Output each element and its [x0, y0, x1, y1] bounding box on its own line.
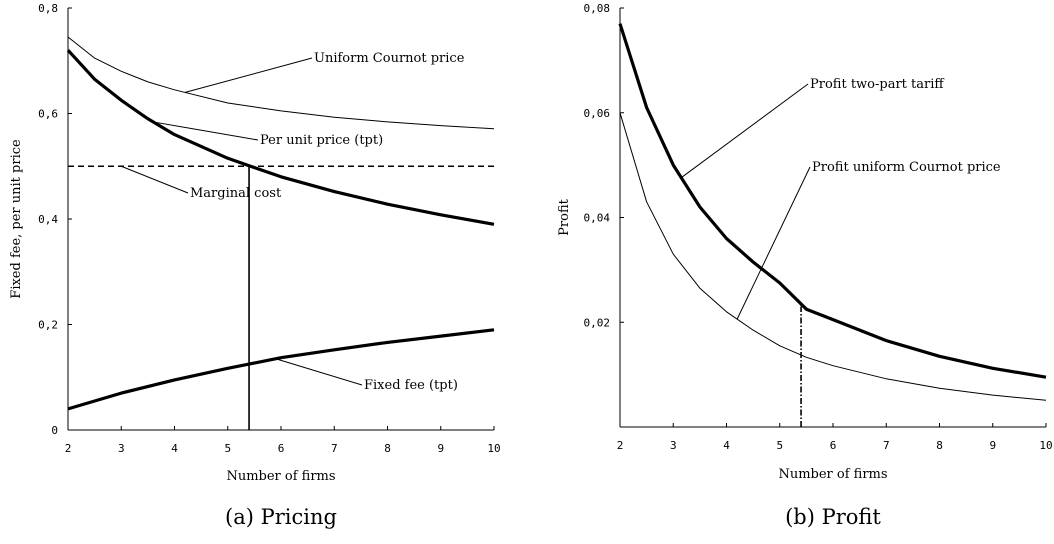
- annotation-leader: [275, 358, 363, 386]
- y-tick-label: 0,04: [584, 212, 611, 225]
- series-line-1: [618, 23, 1047, 379]
- x-tick-label: 5: [776, 439, 783, 452]
- pricing-chart: 2 3 4 5 6 7 8 9 10 0 0,2 0,4 0,6 0,8 Number of firms Fi…: [9, 2, 501, 529]
- annotation-leader: [736, 166, 811, 320]
- x-tick-label: 5: [224, 442, 231, 455]
- series-line-2: [66, 49, 495, 226]
- figure-caption: (b) Profit: [785, 505, 881, 529]
- x-tick-label: 3: [670, 439, 677, 452]
- y-tick-label: 0,08: [584, 2, 611, 15]
- y-tick-label: 0,02: [584, 316, 611, 329]
- x-tick-label: 10: [1039, 439, 1052, 452]
- x-tick-label: 4: [723, 439, 730, 452]
- x-axis-label: Number of firms: [778, 467, 887, 482]
- annotation-leader: [121, 165, 189, 194]
- x-tick-label: 3: [118, 442, 125, 455]
- annotation-label: Uniform Cournot price: [314, 51, 465, 66]
- x-tick-label: 2: [617, 439, 624, 452]
- y-tick-label: 0,4: [38, 213, 58, 226]
- series-line-1: [67, 36, 495, 130]
- x-tick-label: 9: [989, 439, 996, 452]
- y-axis-label: Fixed fee, per unit price: [9, 139, 24, 299]
- y-tick-label: 0,06: [584, 107, 611, 120]
- y-tick-label: 0: [51, 424, 58, 437]
- annotation-leader: [185, 57, 313, 93]
- x-tick-label: 8: [936, 439, 943, 452]
- x-tick-label: 2: [65, 442, 72, 455]
- figure-caption: (a) Pricing: [225, 505, 337, 529]
- series-line-2: [619, 112, 1047, 401]
- series-line-4: [67, 328, 495, 411]
- annotation-label: Profit uniform Cournot price: [812, 160, 1001, 175]
- y-tick-label: 0,2: [38, 319, 58, 332]
- profit-chart: 2 3 4 5 6 7 8 9 10 0,02 0,04 0,06 0,08 Number of firm…: [557, 2, 1053, 529]
- x-tick-label: 10: [487, 442, 500, 455]
- x-tick-label: 9: [437, 442, 444, 455]
- annotation-label: Fixed fee (tpt): [364, 378, 458, 393]
- y-tick-label: 0,6: [38, 108, 58, 121]
- x-tick-label: 6: [830, 439, 837, 452]
- x-axis-label: Number of firms: [226, 469, 335, 484]
- x-tick-label: 8: [384, 442, 391, 455]
- x-tick-label: 4: [171, 442, 178, 455]
- annotation-label: Profit two-part tariff: [810, 77, 945, 92]
- x-tick-label: 7: [883, 439, 890, 452]
- x-tick-label: 7: [331, 442, 338, 455]
- y-tick-label: 0,8: [38, 2, 58, 15]
- x-tick-label: 6: [278, 442, 285, 455]
- annotation-label: Per unit price (tpt): [260, 133, 383, 148]
- annotation-leader: [153, 121, 259, 141]
- y-axis-label: Profit: [557, 198, 572, 235]
- annotation-leader: [680, 83, 809, 179]
- annotation-label: Marginal cost: [190, 186, 282, 201]
